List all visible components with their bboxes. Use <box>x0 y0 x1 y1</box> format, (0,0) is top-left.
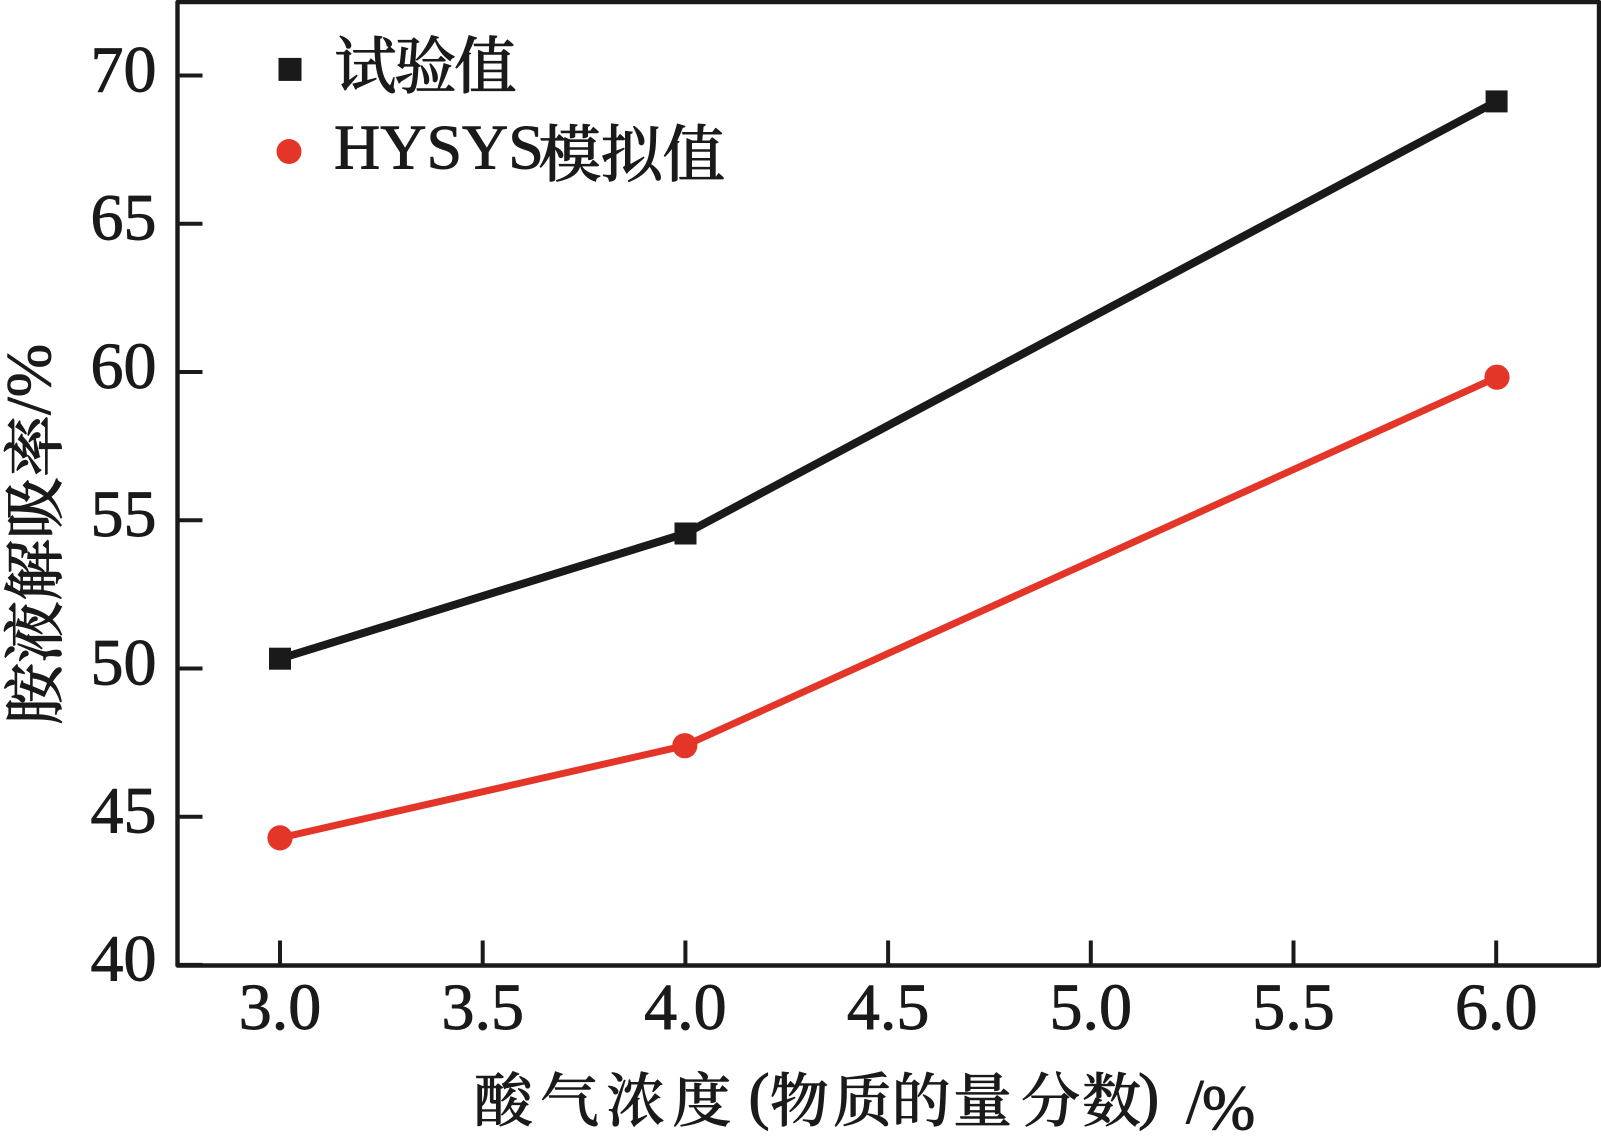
svg-text:5.0: 5.0 <box>1050 971 1133 1044</box>
svg-text:40: 40 <box>91 923 157 996</box>
svg-text:(: ( <box>748 1060 769 1131</box>
svg-text:55: 55 <box>91 478 157 551</box>
svg-text:6.0: 6.0 <box>1455 971 1538 1044</box>
svg-text:50: 50 <box>91 626 157 699</box>
svg-text:60: 60 <box>91 330 157 403</box>
svg-text:): ) <box>1138 1060 1159 1131</box>
svg-text:5.5: 5.5 <box>1252 971 1335 1044</box>
svg-text:4.0: 4.0 <box>644 971 727 1044</box>
svg-text:70: 70 <box>91 33 157 106</box>
svg-text:HYSYS: HYSYS <box>334 111 544 182</box>
svg-text:4.5: 4.5 <box>847 971 930 1044</box>
svg-text:/: / <box>1186 1066 1204 1137</box>
svg-text:3.5: 3.5 <box>441 971 524 1044</box>
svg-text:65: 65 <box>91 182 157 255</box>
svg-text:/%: /% <box>0 344 64 415</box>
svg-text:%: % <box>1202 1072 1255 1138</box>
svg-text:45: 45 <box>91 775 157 848</box>
svg-text:3.0: 3.0 <box>239 971 322 1044</box>
